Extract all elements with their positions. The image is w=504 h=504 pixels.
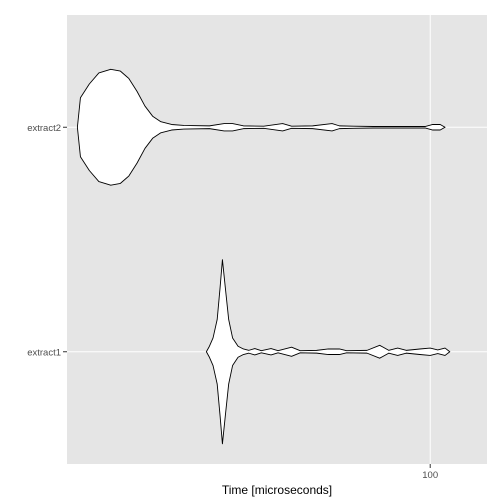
y-tick-label: extract2: [27, 123, 61, 134]
plot-panel: [67, 15, 487, 464]
y-tick-label: extract1: [27, 347, 61, 358]
violin-extract2: [76, 68, 446, 186]
x-axis-title: Time [microseconds]: [222, 483, 332, 497]
violins: [76, 68, 451, 445]
x-tick-label: 100: [422, 470, 438, 481]
x-axis: 100: [422, 464, 438, 481]
y-axis: extract2 extract1: [27, 123, 67, 358]
violin-extract1: [205, 259, 451, 445]
